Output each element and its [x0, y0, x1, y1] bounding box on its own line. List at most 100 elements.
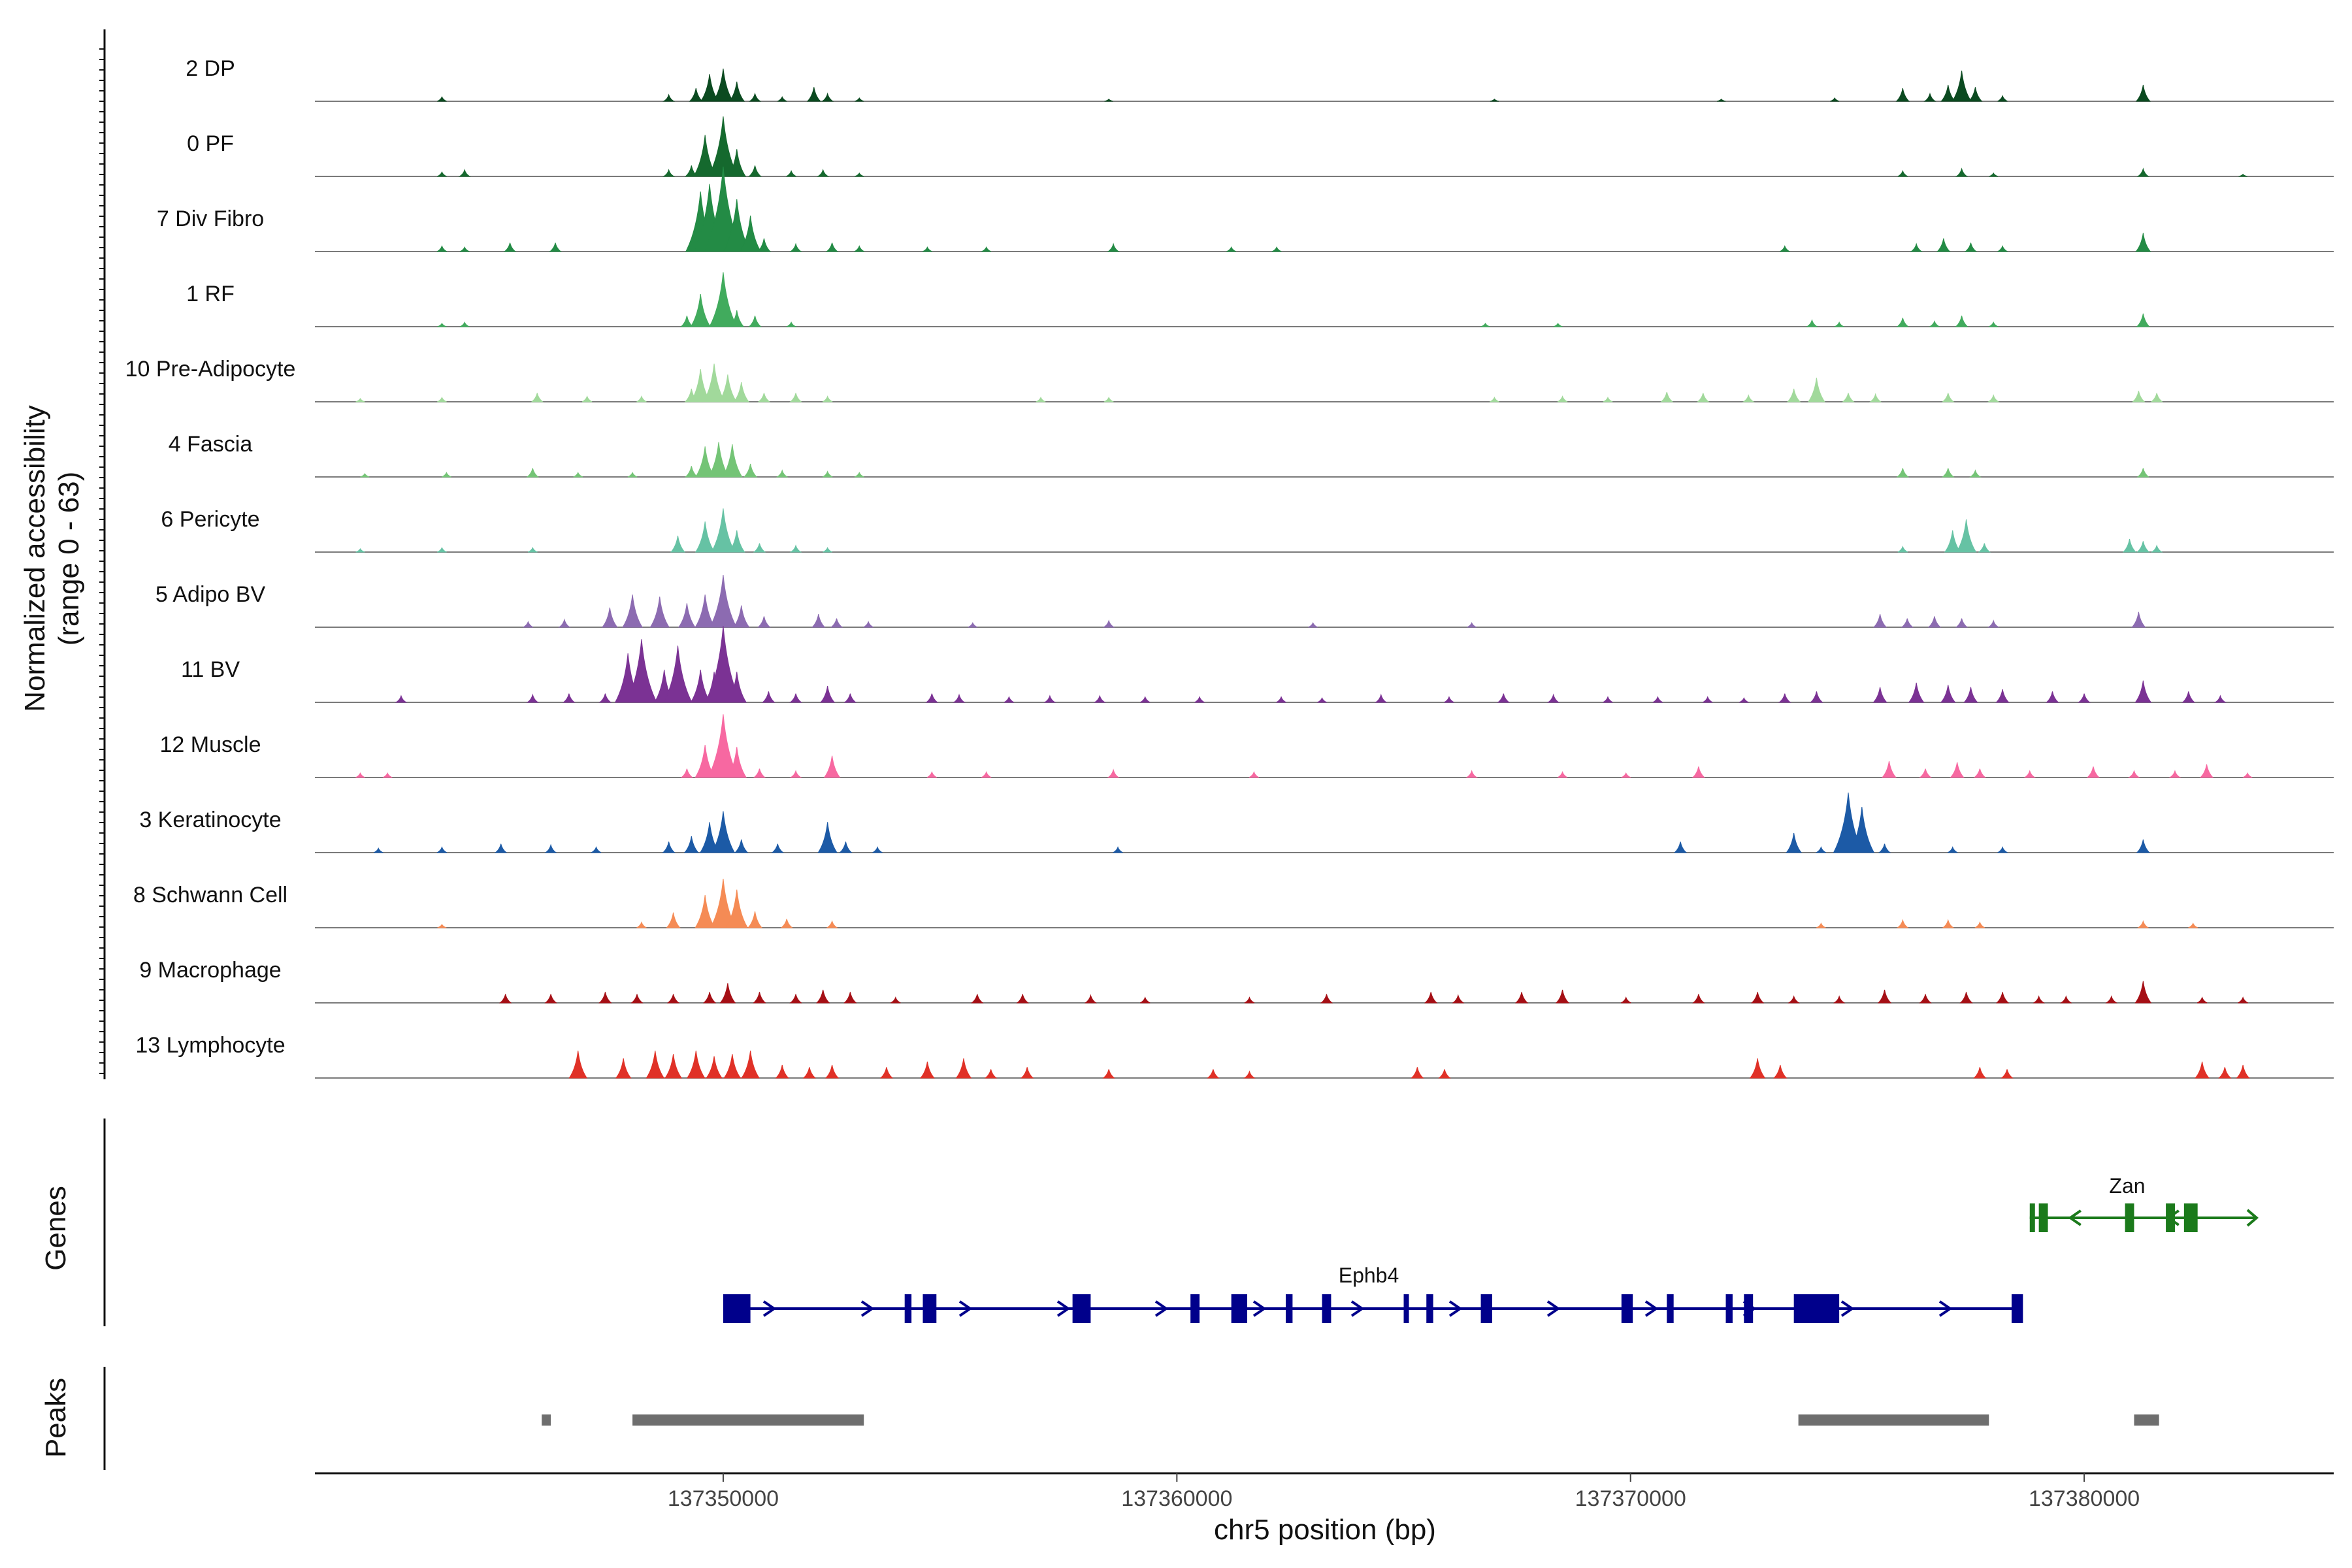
- coverage-peak: [694, 594, 716, 628]
- coverage-peak: [1895, 88, 1910, 102]
- coverage-peak: [753, 768, 766, 778]
- coverage-peak: [684, 466, 698, 478]
- coverage-peak: [645, 1051, 665, 1079]
- coverage-peak: [1952, 71, 1972, 102]
- coverage-peak: [437, 96, 447, 102]
- coverage-peak: [1807, 378, 1825, 402]
- coverage-peak: [355, 547, 365, 553]
- strand-arrow: [1252, 1300, 1267, 1317]
- coverage-peak: [854, 472, 864, 478]
- coverage-peak: [1043, 694, 1056, 703]
- coverage-peak: [573, 472, 583, 478]
- coverage-peak: [531, 393, 544, 402]
- coverage-peak: [1896, 468, 1910, 478]
- coverage-peak: [984, 1069, 998, 1079]
- coverage-peak: [1995, 992, 2010, 1004]
- coverage-peak: [786, 321, 796, 327]
- coverage-peak: [2242, 772, 2253, 778]
- coverage-peak: [1878, 843, 1891, 853]
- coverage-peak: [727, 149, 747, 177]
- coverage-peak: [1716, 98, 1726, 102]
- coverage-peak: [1988, 321, 1999, 327]
- strand-arrow: [860, 1300, 875, 1317]
- x-tick-label: 137370000: [1575, 1486, 1686, 1511]
- coverage-peak: [666, 912, 681, 928]
- coverage-peak: [839, 841, 853, 853]
- coverage-peak: [2181, 691, 2196, 703]
- exon: [2011, 1294, 2023, 1323]
- coverage-peak: [817, 169, 830, 177]
- coverage-peak: [503, 242, 517, 252]
- coverage-peak: [1621, 772, 1631, 778]
- coverage-peak: [1113, 846, 1123, 853]
- coverage-peak: [598, 693, 612, 703]
- strand-arrow: [2246, 1209, 2259, 1227]
- coverage-peak: [709, 272, 738, 327]
- coverage-peak: [729, 310, 745, 327]
- coverage-peak: [2135, 84, 2151, 102]
- exon: [1190, 1294, 1200, 1323]
- coverage-peak: [1249, 771, 1260, 778]
- coverage-peak: [806, 87, 821, 102]
- exon: [723, 1294, 751, 1323]
- coverage-peak: [823, 547, 833, 553]
- coverage-peak: [459, 246, 470, 252]
- coverage-peak: [2046, 691, 2059, 703]
- coverage-peak: [1872, 687, 1887, 703]
- exon: [2125, 1203, 2134, 1232]
- coverage-peak: [627, 472, 638, 478]
- coverage-peak: [926, 771, 938, 778]
- coverage-peak: [1997, 95, 2008, 102]
- coverage-peak: [1107, 768, 1120, 778]
- coverage-peak: [2086, 766, 2100, 778]
- coverage-peak: [1788, 995, 1801, 1004]
- coverage-peak: [2136, 839, 2151, 853]
- coverage-peak: [544, 843, 557, 853]
- track-3-keratinocyte: [315, 792, 2334, 853]
- coverage-peak: [1696, 393, 1710, 402]
- coverage-peak: [2132, 391, 2146, 402]
- coverage-peak: [821, 92, 834, 102]
- coverage-peak: [544, 994, 557, 1004]
- coverage-peak: [1973, 768, 1987, 778]
- coverage-peak: [601, 607, 618, 628]
- coverage-peak: [649, 596, 670, 628]
- coverage-peak: [1987, 394, 2000, 402]
- track-0-pf: [315, 116, 2334, 177]
- track-label-9-macrophage: 9 Macrophage: [139, 958, 281, 983]
- strand-arrow: [958, 1300, 973, 1317]
- coverage-peak: [1974, 921, 1985, 928]
- coverage-peak: [694, 521, 715, 553]
- coverage-peak: [2134, 680, 2152, 703]
- exon: [2166, 1203, 2175, 1232]
- coverage-peak: [2023, 770, 2036, 778]
- strand-arrow: [1154, 1300, 1169, 1317]
- coverage-peak: [820, 685, 836, 703]
- coverage-peak: [1997, 245, 2008, 252]
- strand-arrow: [1644, 1300, 1659, 1317]
- coverage-peak: [721, 444, 743, 478]
- coverage-peak: [789, 693, 802, 703]
- coverage-peak: [1842, 393, 1855, 402]
- coverage-peak: [1780, 245, 1790, 252]
- coverage-peak: [662, 93, 676, 102]
- coverage-peak: [733, 382, 750, 402]
- track-labels: 2 DP 0 PF 7 Div Fibro 1 RF 10 Pre-Adipocyte 4…: [125, 56, 296, 1058]
- track-label-3-keratinocyte: 3 Keratinocyte: [139, 808, 281, 832]
- coverage-peak: [523, 621, 534, 628]
- coverage-peak: [1881, 760, 1897, 778]
- coverage-peak: [1896, 919, 1910, 928]
- coverage-peak: [636, 395, 647, 402]
- track-8-schwann-cell: [315, 878, 2334, 928]
- coverage-peak: [2105, 995, 2118, 1004]
- coverage-peak: [1816, 846, 1827, 853]
- coverage-peak: [1750, 992, 1765, 1004]
- exon: [923, 1294, 937, 1323]
- coverage-peak: [855, 97, 864, 102]
- coverage-peak: [2197, 996, 2208, 1004]
- coverage-peak: [678, 603, 696, 628]
- coverage-peak: [879, 1067, 894, 1079]
- coverage-peak: [1020, 1067, 1034, 1079]
- coverage-peak: [1104, 98, 1113, 102]
- coverage-peak: [662, 169, 676, 177]
